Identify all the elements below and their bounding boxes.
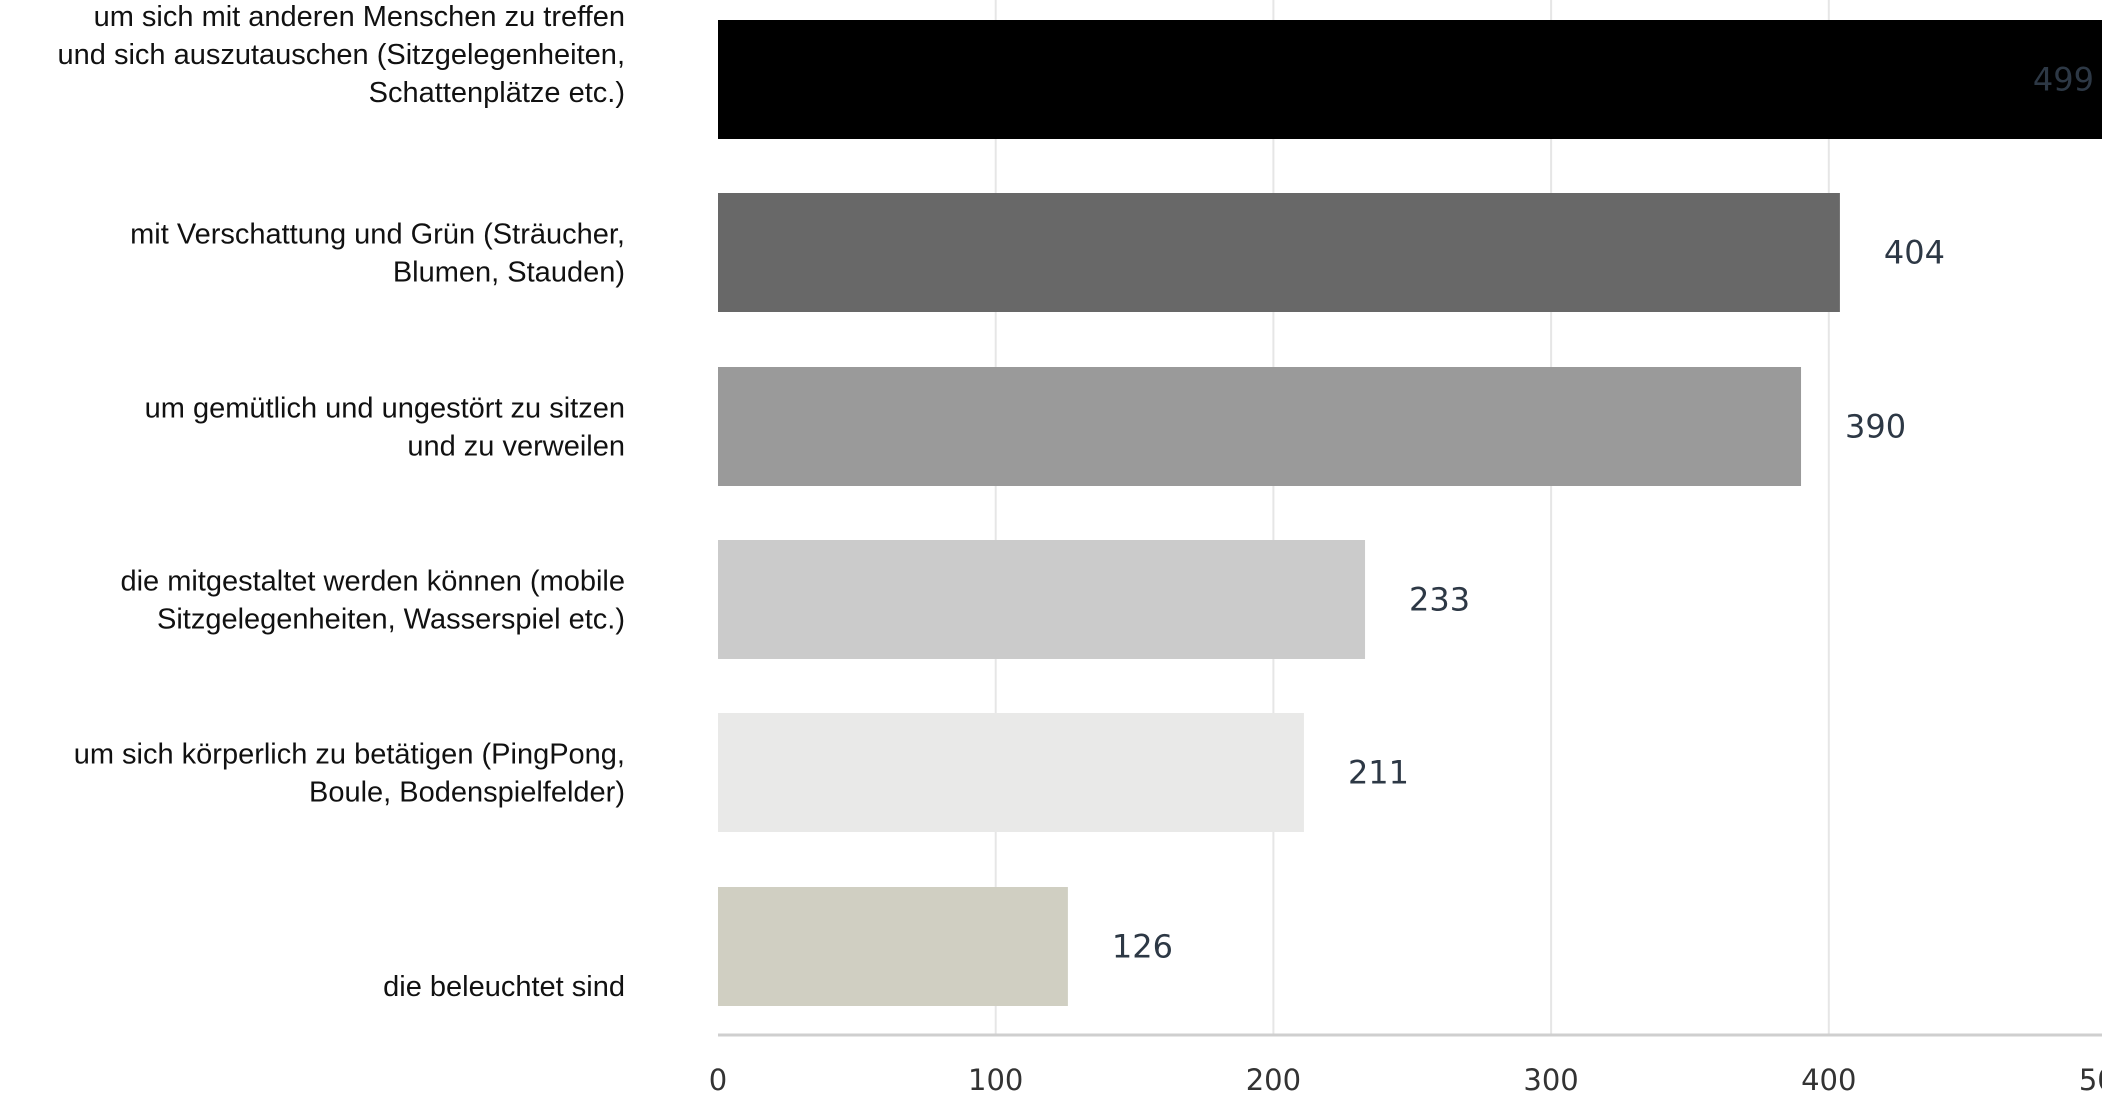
- value-label-4: 211: [1348, 754, 1409, 792]
- category-label-line: und sich auszutauschen (Sitzgelegenheite…: [58, 39, 626, 71]
- category-label-line: Boule, Bodenspielfelder): [309, 777, 625, 809]
- category-label-0: um sich mit anderen Menschen zu treffen u…: [58, 1, 626, 109]
- category-label-line: die mitgestaltet werden können (mobile: [120, 566, 625, 598]
- category-label-line: die beleuchtet sind: [383, 971, 625, 1003]
- gridlines: [994, 0, 1830, 1035]
- category-label-line: mit Verschattung und Grün (Sträucher,: [130, 219, 625, 251]
- x-axis-ticks: 0 100 200 300 400 500: [709, 1063, 2102, 1097]
- bar-5: [718, 887, 1068, 1006]
- bar-3: [718, 540, 1366, 659]
- value-label-2: 390: [1845, 408, 1906, 446]
- category-label-line: Blumen, Stauden): [393, 257, 625, 289]
- bar-4: [718, 713, 1304, 832]
- category-label-line: Sitzgelegenheiten, Wasserspiel etc.): [157, 604, 625, 636]
- category-label-5: die beleuchtet sind: [383, 971, 625, 1003]
- category-labels: um sich mit anderen Menschen zu treffen u…: [58, 1, 626, 1003]
- x-tick-label-200: 200: [1246, 1063, 1301, 1097]
- category-label-line: Schattenplätze etc.): [369, 77, 625, 109]
- value-label-5: 126: [1112, 928, 1173, 966]
- category-label-4: um sich körperlich zu betätigen (PingPon…: [74, 739, 625, 809]
- x-tick-label-0: 0: [709, 1063, 727, 1097]
- value-label-3: 233: [1409, 581, 1470, 619]
- x-tick-label-100: 100: [968, 1063, 1023, 1097]
- category-label-2: um gemütlich und ungestört zu sitzen und …: [145, 393, 625, 463]
- category-label-line: um sich mit anderen Menschen zu treffen: [94, 1, 625, 33]
- x-tick-label-400: 400: [1801, 1063, 1856, 1097]
- value-labels: 499 404 390 233 211 126: [1112, 61, 2094, 966]
- x-tick-label-300: 300: [1523, 1063, 1578, 1097]
- bar-2: [718, 367, 1802, 486]
- category-label-line: um sich körperlich zu betätigen (PingPon…: [74, 739, 625, 771]
- category-label-line: und zu verweilen: [407, 431, 625, 463]
- value-label-1: 404: [1884, 234, 1945, 272]
- bars: [718, 20, 2102, 1006]
- category-label-1: mit Verschattung und Grün (Sträucher, Blu…: [130, 219, 625, 289]
- bar-0: [718, 20, 2102, 139]
- x-tick-label-500: 500: [2079, 1063, 2102, 1097]
- bar-1: [718, 193, 1840, 312]
- category-label-3: die mitgestaltet werden können (mobile Si…: [120, 566, 625, 636]
- category-label-line: um gemütlich und ungestört zu sitzen: [145, 393, 625, 425]
- value-label-0: 499: [2033, 61, 2094, 99]
